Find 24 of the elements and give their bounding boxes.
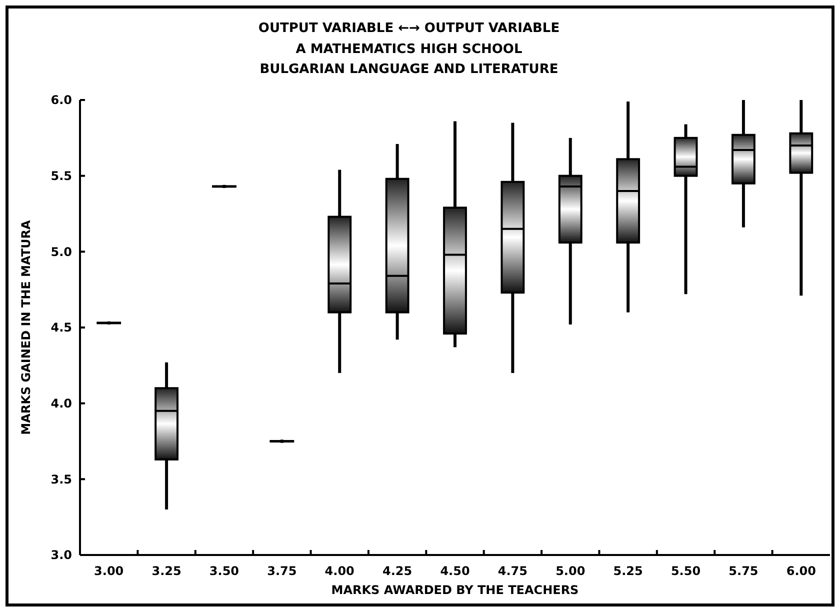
x-tick-label: 6.00 — [786, 564, 816, 578]
x-tick-label: 3.50 — [209, 564, 240, 578]
y-tick-label: 3.0 — [50, 548, 72, 562]
x-tick-label: 5.25 — [613, 564, 643, 578]
x-tick-label: 4.50 — [440, 564, 470, 578]
x-tick-label: 3.75 — [267, 564, 297, 578]
y-tick-label: 6.0 — [50, 93, 72, 108]
chart-title: OUTPUT VARIABLE ←→ OUTPUT VARIABLE — [258, 21, 560, 36]
x-tick-label: 5.00 — [556, 564, 586, 578]
chart-subtitle: A MATHEMATICS HIGH SCHOOL BULGARIAN LANGUAGE AND LITERATURE — [260, 42, 558, 77]
x-tick-label: 3.25 — [152, 564, 182, 578]
y-tick-label: 5.0 — [50, 244, 72, 259]
x-tick-label: 5.75 — [728, 564, 758, 578]
x-tick-label: 4.25 — [382, 564, 412, 578]
y-axis-title: MARKS GAINED IN THE MATURA — [19, 219, 33, 435]
y-tick-label: 4.5 — [50, 320, 72, 335]
y-tick-label: 4.0 — [50, 396, 72, 411]
x-tick-label: 4.75 — [498, 564, 528, 578]
y-tick-label: 3.5 — [50, 472, 72, 486]
y-tick-label: 5.5 — [50, 169, 72, 184]
x-tick-label: 4.00 — [324, 564, 354, 578]
x-axis-title: MARKS AWARDED BY THE TEACHERS — [331, 583, 579, 597]
x-tick-label: 3.00 — [94, 564, 124, 578]
x-tick-label: 5.50 — [670, 564, 701, 578]
